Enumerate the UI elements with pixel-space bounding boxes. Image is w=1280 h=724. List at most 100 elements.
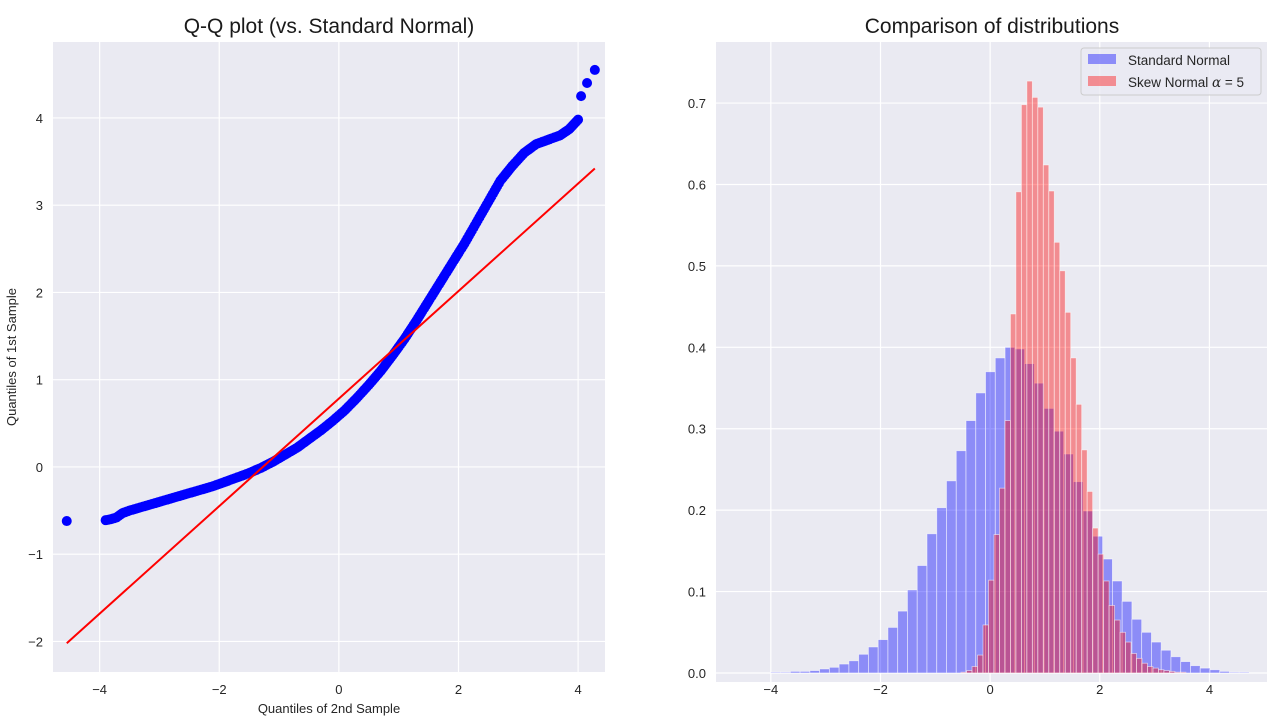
histogram-bar xyxy=(1163,670,1170,674)
histogram-bar xyxy=(1031,96,1039,674)
qq-y-tick-label: 3 xyxy=(36,198,43,213)
histogram-bar xyxy=(1059,270,1066,674)
histogram-bar xyxy=(971,666,978,674)
histogram-bar xyxy=(770,671,781,674)
histogram-bar xyxy=(1199,667,1211,674)
histogram-bar xyxy=(999,487,1006,674)
histogram-bar xyxy=(780,671,791,674)
histogram-bar xyxy=(1053,241,1061,674)
histogram-bar xyxy=(838,663,850,674)
histogram-bar xyxy=(828,666,840,674)
histogram-bar xyxy=(1064,311,1072,674)
histogram-bar xyxy=(1103,580,1110,674)
qq-gridlines xyxy=(53,42,605,672)
histogram-bar xyxy=(868,646,879,674)
histogram-bar xyxy=(1238,671,1250,674)
histogram-x-tick-label: −4 xyxy=(763,682,778,697)
histogram-bar xyxy=(858,653,869,674)
histogram-bar xyxy=(1037,106,1044,674)
histogram-x-tick-label: 4 xyxy=(1206,682,1213,697)
histogram-bar xyxy=(1097,553,1105,674)
qq-x-tick-label: −4 xyxy=(92,682,107,697)
qq-x-tick-label: 4 xyxy=(574,682,581,697)
legend-label-skew-normal: Skew Normal α = 5 xyxy=(1128,75,1244,91)
histogram-bar xyxy=(1010,313,1017,674)
histogram-bar xyxy=(789,670,801,674)
histogram-bar xyxy=(1042,164,1050,674)
histogram-bar xyxy=(1209,669,1221,674)
histogram-bar xyxy=(887,627,899,674)
histogram-bar xyxy=(848,660,860,674)
histogram-bar xyxy=(916,565,928,674)
histogram-bar xyxy=(897,610,908,674)
histogram-bar xyxy=(1229,671,1240,674)
histogram-bar xyxy=(1125,641,1132,674)
histogram-bar xyxy=(799,670,811,674)
histogram-bar xyxy=(1114,619,1121,674)
histogram-bar xyxy=(1026,80,1033,674)
qq-y-tick-label: 1 xyxy=(36,373,43,388)
histogram-bar xyxy=(1092,527,1099,674)
histogram-bar xyxy=(907,589,918,674)
qq-x-tick-labels: −4 −2 0 2 4 xyxy=(92,682,581,697)
qq-fit-line xyxy=(66,167,596,644)
histogram-title: Comparison of distributions xyxy=(865,15,1119,38)
histogram-bar xyxy=(988,579,995,674)
histogram-bar xyxy=(926,533,938,674)
histogram-bar xyxy=(1180,661,1191,674)
histogram-y-tick-label: 0.6 xyxy=(688,177,706,192)
histogram-bar xyxy=(1169,670,1176,674)
legend-swatch-skew-normal xyxy=(1088,76,1116,86)
histogram-bar xyxy=(1141,662,1148,674)
histogram-bar xyxy=(877,639,889,674)
histogram-y-tick-label: 0.4 xyxy=(688,340,706,355)
histogram-bar xyxy=(960,671,967,674)
histogram-y-tick-labels: 0.0 0.1 0.2 0.3 0.4 0.5 0.6 0.7 xyxy=(688,96,706,681)
histogram-y-tick-label: 0.0 xyxy=(688,666,706,681)
histogram-x-tick-labels: −4 −2 0 2 4 xyxy=(763,682,1213,697)
legend-frame xyxy=(1080,47,1262,96)
histogram-bar xyxy=(1130,653,1137,674)
histogram-x-tick-label: 2 xyxy=(1096,682,1103,697)
qq-x-tick-label: 2 xyxy=(455,682,462,697)
legend-swatch-standard-normal xyxy=(1088,54,1116,64)
histogram-plot-area xyxy=(716,42,1267,682)
histogram-bar xyxy=(1119,631,1126,674)
histogram-bar xyxy=(1108,605,1115,674)
qq-y-tick-label: 0 xyxy=(36,460,43,475)
histogram-bar xyxy=(1004,420,1011,674)
qq-x-tick-label: 0 xyxy=(335,682,342,697)
qq-y-tick-label: −1 xyxy=(28,547,43,562)
qq-x-axis-label: Quantiles of 2nd Sample xyxy=(258,701,400,716)
histogram-bar xyxy=(966,670,973,674)
histogram-bar xyxy=(1174,671,1181,674)
histogram-bar xyxy=(1020,104,1028,674)
histogram-bar xyxy=(993,534,1000,674)
qq-y-tick-label: −2 xyxy=(28,634,43,649)
histogram-y-tick-label: 0.2 xyxy=(688,503,706,518)
histogram-bar xyxy=(946,480,957,674)
legend-label-standard-normal: Standard Normal xyxy=(1128,53,1230,68)
histogram-axes: −4 −2 0 2 4 0.0 0.1 0.2 0.3 0.4 0.5 0.6 0.7 Compari… xyxy=(688,15,1267,697)
qq-plot-axes: −4 −2 0 2 4 −2 −1 0 1 2 3 4 Q-Q plot (vs. Standard… xyxy=(4,15,605,716)
qq-reference-line xyxy=(66,167,596,644)
histogram-bar xyxy=(936,507,947,674)
histogram-bar xyxy=(1015,191,1022,674)
histogram-bar xyxy=(965,420,977,674)
histogram-bar xyxy=(1179,671,1187,674)
qq-y-axis-label: Quantiles of 1st Sample xyxy=(4,288,19,426)
histogram-x-tick-label: −2 xyxy=(873,682,888,697)
histogram-bar xyxy=(1147,666,1154,674)
histogram-bar xyxy=(1075,403,1083,674)
qq-plot-area xyxy=(53,42,605,672)
qq-y-tick-label: 4 xyxy=(36,111,43,126)
histogram-y-tick-label: 0.3 xyxy=(688,422,706,437)
qq-y-tick-label: 2 xyxy=(36,285,43,300)
histogram-y-tick-label: 0.1 xyxy=(688,585,706,600)
histogram-bar xyxy=(809,670,821,674)
histogram-bar xyxy=(819,668,830,674)
histogram-bar xyxy=(982,624,989,674)
histogram-bar xyxy=(1048,190,1055,674)
legend: Standard Normal Skew Normal α = 5 xyxy=(1080,47,1262,96)
